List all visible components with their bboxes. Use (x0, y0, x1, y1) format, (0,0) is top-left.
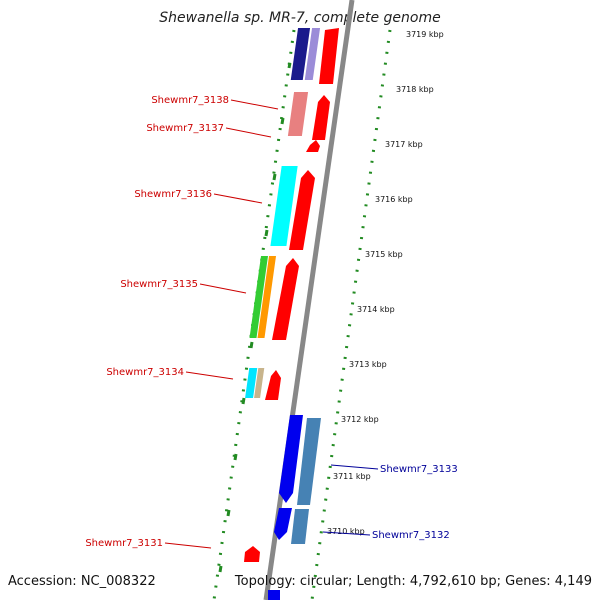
gene-label-3137[interactable]: Shewmr7_3137 (146, 123, 224, 134)
gene-block-cyan-3134 (245, 368, 258, 398)
gene-arrow-red-3137 (306, 140, 320, 152)
kbp-label: 3717 kbp (385, 140, 423, 149)
gene-label-3136[interactable]: Shewmr7_3136 (134, 189, 212, 200)
gene-block-darkblue (290, 28, 311, 80)
reverse-leader-lines (322, 464, 379, 536)
kbp-label: 3714 kbp (357, 305, 395, 314)
gene-label-3135[interactable]: Shewmr7_3135 (120, 279, 198, 290)
gene-arrow-red-3135 (272, 258, 299, 340)
gene-arrow-red-3131 (244, 546, 260, 562)
outer-tick-track (310, 29, 392, 600)
gene-label-3138[interactable]: Shewmr7_3138 (151, 95, 229, 106)
topology-text: Topology: circular; Length: 4,792,610 bp… (234, 574, 592, 589)
kbp-label: 3711 kbp (333, 472, 371, 481)
gene-block-orange-3135 (257, 256, 277, 338)
kbp-label: 3710 kbp (327, 527, 365, 536)
map-title: Shewanella sp. MR-7, complete genome (159, 10, 441, 26)
gene-arrow-red-3136 (289, 170, 315, 250)
gene-label-3132[interactable]: Shewmr7_3132 (372, 530, 450, 541)
kbp-label: 3715 kbp (365, 250, 403, 259)
gene-block-steelblue-3133 (297, 418, 321, 505)
gene-arrow-blue-3132a (274, 508, 292, 540)
genome-backbone (263, 0, 355, 600)
kbp-label: 3716 kbp (375, 195, 413, 204)
gene-block-blue-bottom (268, 590, 280, 600)
gene-arrow-red-1 (319, 28, 339, 84)
accession-text: Accession: NC_008322 (8, 574, 156, 589)
gene-arrow-red-3138 (312, 95, 330, 140)
gene-arrow-red-3134 (265, 370, 281, 400)
gene-label-3131[interactable]: Shewmr7_3131 (85, 538, 163, 549)
kbp-label: 3713 kbp (349, 360, 387, 369)
gene-arrow-blue-3133a (279, 415, 303, 503)
gene-block-purple (304, 28, 321, 80)
gene-block-steelblue-3132 (291, 509, 309, 544)
kbp-label: 3719 kbp (406, 30, 444, 39)
gene-block-tan-3134 (254, 368, 265, 398)
gene-label-3133[interactable]: Shewmr7_3133 (380, 464, 458, 475)
gene-label-3134[interactable]: Shewmr7_3134 (106, 367, 184, 378)
gene-block-pink-3138 (287, 92, 309, 136)
kbp-label: 3712 kbp (341, 415, 379, 424)
kbp-label: 3718 kbp (396, 85, 434, 94)
forward-leader-lines (164, 99, 279, 549)
gene-block-green-3135 (249, 256, 269, 338)
inner-major-ticks (218, 62, 292, 573)
gene-block-cyan-3136 (270, 166, 298, 246)
